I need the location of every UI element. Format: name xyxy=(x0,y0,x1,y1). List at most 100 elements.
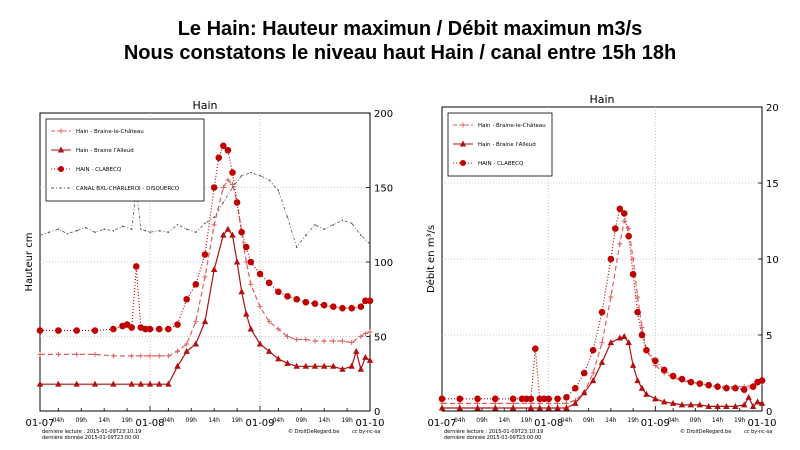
data-point xyxy=(259,174,261,177)
data-point xyxy=(233,199,241,206)
data-point xyxy=(754,398,761,405)
data-point xyxy=(536,404,543,411)
legend: Hain - Braine-le-Château Hain - Braine l'… xyxy=(447,112,553,177)
data-point xyxy=(492,404,499,411)
data-point xyxy=(275,355,282,362)
x-tick-label: 01-09 xyxy=(245,418,274,429)
data-point xyxy=(147,353,153,359)
data-point xyxy=(183,295,190,303)
data-point xyxy=(94,231,96,233)
data-point xyxy=(527,395,535,403)
data-point xyxy=(130,228,133,231)
data-point xyxy=(723,402,730,409)
data-point xyxy=(348,304,355,312)
data-point xyxy=(193,319,199,325)
data-point xyxy=(240,174,243,177)
x-tick-label: 14h xyxy=(712,417,724,424)
data-point xyxy=(678,375,686,383)
data-point xyxy=(629,361,637,368)
data-point xyxy=(37,351,43,357)
data-point xyxy=(224,225,232,232)
data-point xyxy=(165,380,172,387)
footer-last-data: dernière donnée 2015-01-09T23:00:00 xyxy=(42,434,139,441)
data-point xyxy=(55,327,62,334)
data-point xyxy=(634,377,641,384)
data-point xyxy=(705,402,712,409)
data-point xyxy=(643,390,650,397)
data-point xyxy=(369,243,371,245)
data-point xyxy=(91,380,99,387)
x-tick-label: 09h xyxy=(476,417,488,424)
data-point xyxy=(509,404,517,411)
data-point xyxy=(598,308,606,316)
data-point xyxy=(314,223,316,226)
data-point xyxy=(293,295,300,303)
y-tick-label: 100 xyxy=(374,258,393,269)
data-point xyxy=(210,184,218,191)
data-point xyxy=(75,229,78,232)
data-point xyxy=(474,404,481,411)
data-point xyxy=(607,255,615,263)
data-point xyxy=(175,348,180,354)
legend-label: CANAL BXL-CHARLEROI - DISQUERCQ xyxy=(76,186,180,192)
data-point xyxy=(231,186,234,189)
series-1 xyxy=(37,177,373,359)
data-point xyxy=(732,402,739,409)
data-point xyxy=(155,380,163,387)
data-point xyxy=(211,222,217,228)
data-point xyxy=(66,232,69,235)
y-axis-label: Débit en m³/s xyxy=(425,225,437,293)
x-tick-label: 19h xyxy=(521,417,533,424)
x-tick-label: 01-10 xyxy=(355,418,384,429)
data-point xyxy=(758,399,766,406)
data-point xyxy=(295,246,298,248)
data-point xyxy=(362,331,368,337)
x-tick-label: 14h xyxy=(605,417,617,424)
data-point xyxy=(202,274,208,280)
chart-title: Hain xyxy=(589,93,614,106)
legend-marker xyxy=(57,146,65,153)
data-point xyxy=(210,265,218,272)
data-point xyxy=(366,356,374,363)
data-point xyxy=(598,358,606,365)
legend-label: Hain - Braine l'Alleud xyxy=(76,148,134,154)
data-point xyxy=(229,231,236,238)
x-tick-label: 09h xyxy=(296,417,308,424)
data-point xyxy=(339,365,346,372)
data-point xyxy=(607,339,615,346)
legend-marker xyxy=(460,122,466,128)
data-point xyxy=(192,340,200,347)
x-tick-label: 19h xyxy=(734,417,746,424)
data-point xyxy=(174,362,181,369)
data-point xyxy=(527,404,535,411)
series-2 xyxy=(36,225,374,387)
data-point xyxy=(696,380,704,387)
data-point xyxy=(532,345,539,352)
legend: Hain - Braine-le-Château Hain - Braine l'… xyxy=(45,118,205,202)
data-point xyxy=(294,336,300,342)
x-tick-label: 09h xyxy=(186,417,198,424)
data-point xyxy=(144,229,147,232)
data-point xyxy=(293,362,300,369)
data-point xyxy=(73,380,80,387)
data-point xyxy=(332,223,335,226)
data-point xyxy=(138,353,144,359)
data-point xyxy=(85,226,87,229)
data-point xyxy=(723,384,730,392)
data-point xyxy=(581,389,588,396)
x-tick-label: 01-09 xyxy=(641,418,670,429)
x-tick-label: 01-08 xyxy=(135,418,164,429)
data-point xyxy=(39,234,41,236)
data-point xyxy=(92,351,98,357)
data-point xyxy=(638,331,646,339)
data-point xyxy=(128,324,135,331)
data-point xyxy=(634,308,641,316)
x-tick-label: 14h xyxy=(318,417,330,424)
legend-label: HAIN - CLABECQ xyxy=(76,167,122,173)
data-point xyxy=(620,210,628,217)
data-point xyxy=(142,325,149,333)
data-point xyxy=(238,228,245,236)
data-point xyxy=(362,353,369,360)
data-point xyxy=(339,304,346,312)
